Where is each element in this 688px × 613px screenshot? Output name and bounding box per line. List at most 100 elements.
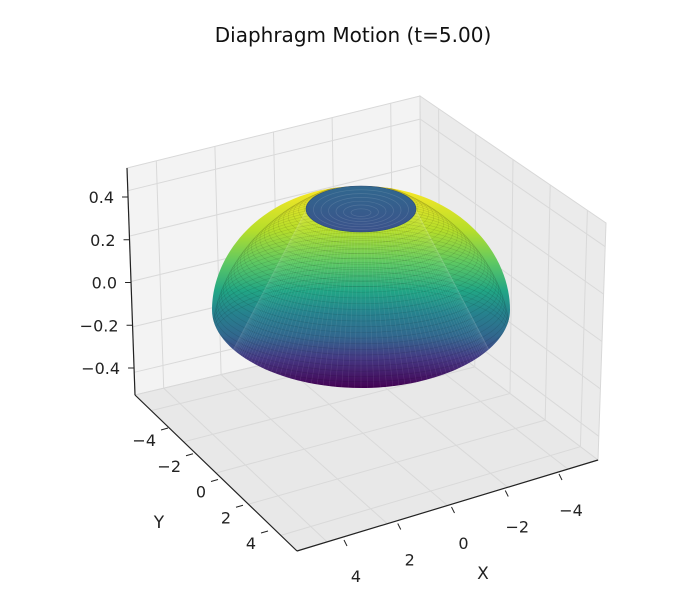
x-tick-mark bbox=[451, 506, 455, 514]
y-tick-mark bbox=[260, 530, 269, 534]
axis-edges bbox=[126, 167, 599, 552]
cap-ring bbox=[335, 200, 387, 222]
mesh-meridian bbox=[255, 209, 323, 388]
cap-rings bbox=[313, 189, 409, 230]
x-tick-label: 2 bbox=[405, 551, 415, 570]
grid-line bbox=[278, 360, 448, 506]
mesh-ring bbox=[225, 236, 497, 333]
mesh-meridian bbox=[392, 209, 447, 388]
z-tick-label: −0.2 bbox=[80, 316, 119, 335]
z-axis-ticks: 0.4 0.2 0.0 −0.2 −0.4 bbox=[80, 188, 135, 378]
grid-line bbox=[163, 387, 328, 543]
mesh-meridian bbox=[363, 209, 368, 388]
mesh-meridian bbox=[303, 209, 341, 388]
z-tick-label: 0.0 bbox=[92, 274, 117, 293]
dome-surface bbox=[212, 185, 510, 388]
x-tick-mark bbox=[397, 523, 402, 530]
mesh-meridian bbox=[374, 209, 400, 388]
mesh-ring bbox=[212, 286, 510, 388]
mesh-meridian bbox=[383, 209, 425, 388]
mesh-meridian bbox=[341, 209, 355, 388]
mesh-meridian bbox=[388, 209, 436, 388]
y-tick-label: 4 bbox=[246, 534, 256, 553]
cap-ring bbox=[343, 204, 379, 220]
mesh-meridian bbox=[264, 209, 326, 388]
mesh-ring bbox=[223, 240, 499, 339]
y-tick-label: 2 bbox=[221, 508, 231, 527]
mesh-ring bbox=[220, 244, 502, 345]
chart-title: Diaphragm Motion (t=5.00) bbox=[215, 23, 492, 47]
grid-line bbox=[214, 146, 222, 375]
mesh-meridian bbox=[275, 209, 330, 388]
mesh-ring bbox=[215, 257, 507, 361]
mesh-meridian bbox=[367, 209, 381, 388]
mesh-meridian bbox=[372, 209, 394, 388]
y-axis-label: Y bbox=[153, 513, 165, 533]
x-tick-mark bbox=[558, 473, 563, 481]
x-tick-mark bbox=[343, 539, 348, 547]
mesh-meridian bbox=[250, 209, 321, 388]
mesh-meridian bbox=[235, 209, 315, 388]
mesh-meridian bbox=[401, 209, 472, 388]
z-tick-label: 0.2 bbox=[90, 231, 115, 250]
z-tick-label: 0.4 bbox=[89, 188, 114, 207]
mesh-ring bbox=[214, 262, 508, 367]
mesh-meridian bbox=[396, 209, 458, 388]
mesh-meridian bbox=[397, 209, 462, 388]
mesh-meridian bbox=[386, 209, 431, 388]
cap-ring bbox=[320, 193, 402, 228]
mesh-ring bbox=[227, 232, 495, 328]
mesh-meridian bbox=[322, 209, 348, 388]
mesh-meridian bbox=[399, 209, 467, 388]
mesh-meridian bbox=[246, 209, 320, 388]
y-tick-mark bbox=[235, 504, 244, 508]
x-axis-line bbox=[296, 459, 599, 552]
grid-line bbox=[544, 184, 551, 421]
cap-ring bbox=[328, 197, 394, 225]
mesh-ring bbox=[213, 266, 509, 372]
x-tick-label: 0 bbox=[458, 534, 468, 553]
y-axis-line bbox=[134, 394, 298, 552]
mesh-meridian bbox=[390, 209, 442, 388]
mesh-meridian bbox=[280, 209, 332, 388]
grid-line bbox=[220, 374, 388, 525]
dome-top-cap bbox=[305, 185, 417, 233]
y-tick-mark bbox=[185, 453, 194, 457]
mesh-meridian bbox=[379, 209, 413, 388]
x-tick-mark bbox=[504, 490, 509, 497]
mesh-meridian bbox=[334, 209, 352, 388]
mesh-meridian bbox=[377, 209, 407, 388]
x-tick-label: 4 bbox=[351, 567, 361, 586]
mesh-meridian bbox=[286, 209, 334, 388]
mesh-meridian bbox=[309, 209, 343, 388]
z-tick-label: −0.4 bbox=[81, 359, 120, 378]
y-axis-ticks: −4−2 024 bbox=[132, 427, 269, 553]
cap-ring bbox=[350, 208, 372, 217]
mesh-meridian bbox=[270, 209, 328, 388]
mesh-ring bbox=[217, 253, 505, 356]
mesh-meridian bbox=[402, 209, 476, 388]
surface-mesh bbox=[212, 186, 510, 388]
x-tick-label: −4 bbox=[559, 501, 583, 520]
x-axis-ticks: 4 2 0 −2 −4 bbox=[343, 473, 583, 586]
mesh-meridian bbox=[315, 209, 345, 388]
mesh-meridian bbox=[238, 209, 317, 388]
mesh-meridian bbox=[407, 209, 487, 388]
mesh-meridian bbox=[365, 209, 375, 388]
dome-body bbox=[212, 186, 510, 388]
mesh-meridian bbox=[297, 209, 339, 388]
y-tick-mark bbox=[210, 479, 219, 482]
mesh-meridian bbox=[328, 209, 350, 388]
mesh-meridian bbox=[242, 209, 318, 388]
grid-line bbox=[509, 159, 514, 394]
mesh-meridian bbox=[260, 209, 325, 388]
mesh-meridian bbox=[404, 209, 480, 388]
y-tick-label: −4 bbox=[132, 431, 156, 450]
mesh-meridian bbox=[370, 209, 388, 388]
mesh-ring bbox=[218, 248, 504, 350]
mesh-meridian bbox=[381, 209, 419, 388]
y-tick-label: 0 bbox=[196, 483, 206, 502]
grid-line bbox=[155, 160, 165, 389]
mesh-meridian bbox=[291, 209, 336, 388]
